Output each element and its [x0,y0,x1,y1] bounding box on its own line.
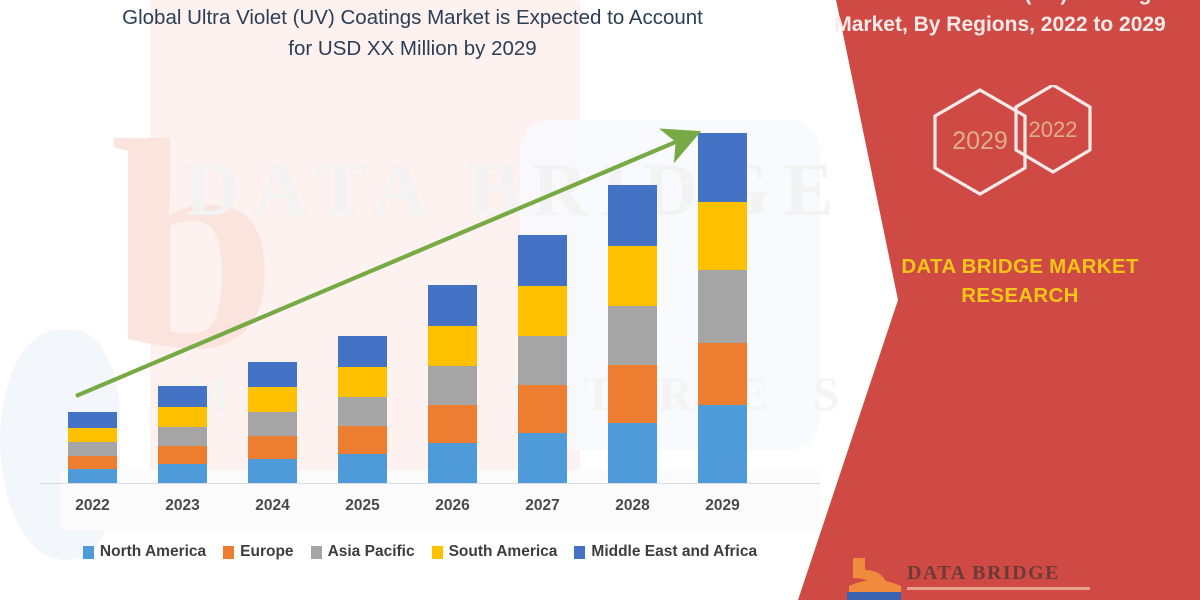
legend-item-north-america[interactable]: North America [82,543,207,561]
footer-logo-text: DATA BRIDGE [907,562,1061,584]
bar-segment-europe[interactable] [428,405,477,443]
hexagon-2029-outline [933,88,1027,196]
legend-swatch [574,545,586,559]
bar-segment-middle-east-and-africa[interactable] [158,386,207,407]
legend-label: Middle East and Africa [591,543,758,560]
bar-segment-middle-east-and-africa[interactable] [608,185,657,246]
legend-item-south-america[interactable]: South America [431,543,558,561]
bar-segment-europe[interactable] [158,446,207,464]
legend-swatch [82,545,94,559]
bar-segment-north-america[interactable] [338,454,387,483]
bar-2028[interactable] [608,185,657,483]
bar-segment-europe[interactable] [698,343,747,405]
stacked-bar-chart [40,128,820,484]
x-axis-label-2022: 2022 [75,497,110,514]
x-axis-label-2029: 2029 [705,497,740,514]
bar-segment-asia-pacific[interactable] [248,412,297,436]
x-axis-labels: 2022 2023 2024 2025 2026 2027 2028 2029 [0,497,820,523]
bar-segment-north-america[interactable] [698,405,747,483]
bar-segment-middle-east-and-africa[interactable] [248,362,297,387]
x-axis-label-2028: 2028 [615,497,650,514]
bar-segment-south-america[interactable] [518,286,567,336]
chart-legend: North America Europe Asia Pacific South Ame… [40,540,800,564]
bar-2022[interactable] [68,412,117,483]
legend-item-middle-east-and-africa[interactable]: Middle East and Africa [574,543,757,561]
bar-segment-south-america[interactable] [608,246,657,306]
bar-segment-asia-pacific[interactable] [338,397,387,426]
bar-segment-europe[interactable] [68,456,117,469]
bar-segment-north-america[interactable] [158,464,207,483]
legend-item-asia-pacific[interactable]: Asia Pacific [310,543,415,561]
bar-2026[interactable] [428,285,477,483]
chart-panel: b DATA BRIDGE M A R K E T R E S E A R C … [0,0,1200,564]
bar-2029[interactable] [698,133,747,483]
legend-label: North America [99,543,207,560]
bar-segment-middle-east-and-africa[interactable] [698,133,747,202]
bar-2023[interactable] [158,386,207,483]
x-axis-label-2025: 2025 [345,497,380,514]
hexagon-2022-outline [1014,85,1092,174]
bar-segment-asia-pacific[interactable] [608,306,657,365]
bar-segment-asia-pacific[interactable] [698,270,747,343]
bar-segment-south-america[interactable] [68,428,117,442]
bar-segment-north-america[interactable] [68,469,117,483]
legend-label: Europe [240,543,294,560]
bar-segment-asia-pacific[interactable] [518,336,567,385]
bar-2024[interactable] [248,362,297,483]
bar-segment-middle-east-and-africa[interactable] [68,412,117,428]
bar-segment-north-america[interactable] [608,423,657,483]
bar-2025[interactable] [338,336,387,483]
legend-swatch [310,545,322,559]
x-axis-label-2024: 2024 [255,497,290,514]
bar-segment-middle-east-and-africa[interactable] [338,336,387,367]
bar-segment-asia-pacific[interactable] [158,427,207,446]
bar-segment-europe[interactable] [248,436,297,459]
bar-segment-north-america[interactable] [248,459,297,483]
bar-segment-europe[interactable] [518,385,567,433]
legend-label: Asia Pacific [327,543,415,560]
brand-panel-title: Global Ultra Violet (UV) Coatings Market… [800,0,1200,40]
bar-segment-asia-pacific[interactable] [428,366,477,405]
bar-segment-north-america[interactable] [428,443,477,483]
legend-swatch [431,545,443,559]
bar-2027[interactable] [518,235,567,483]
page-title: Global Ultra Violet (UV) Coatings Market… [55,2,770,64]
x-axis-label-2027: 2027 [525,497,560,514]
x-axis-label-2026: 2026 [435,497,470,514]
bar-segment-middle-east-and-africa[interactable] [428,285,477,326]
bar-segment-south-america[interactable] [428,326,477,366]
bar-segment-south-america[interactable] [248,387,297,412]
bar-segment-south-america[interactable] [158,407,207,427]
brand-panel-title-line2: Market, By Regions, 2022 to 2029 [834,13,1166,36]
bar-segment-north-america[interactable] [518,433,567,483]
brand-panel-title-line1: Global Ultra Violet (UV) Coatings [800,0,1200,9]
page-title-line1: Global Ultra Violet (UV) Coatings Market… [122,6,703,29]
hexagon-badges: 2029 2022 [933,85,1092,196]
bar-segment-middle-east-and-africa[interactable] [518,235,567,286]
x-axis-line [40,483,820,484]
bridge-logo-icon [847,558,901,600]
brand-name-line2: RESEARCH [961,284,1079,307]
bar-segment-europe[interactable] [338,426,387,454]
bar-segment-europe[interactable] [608,365,657,423]
x-axis-label-2023: 2023 [165,497,200,514]
brand-name-line1: DATA BRIDGE MARKET [901,255,1139,278]
legend-item-europe[interactable]: Europe [223,543,294,561]
legend-label: South America [448,543,558,560]
footer-logo-underline [907,587,1090,590]
hexagon-2029-label: 2029 [952,127,1008,155]
bar-segment-south-america[interactable] [698,202,747,270]
hexagon-2022-label: 2022 [1029,117,1078,142]
bar-segment-asia-pacific[interactable] [68,442,117,456]
bar-segment-south-america[interactable] [338,367,387,397]
footer-logo: DATA BRIDGE [845,556,1175,600]
brand-name: DATA BRIDGE MARKET RESEARCH [860,252,1180,310]
legend-swatch [223,545,235,559]
page-title-line2: for USD XX Million by 2029 [288,37,537,60]
